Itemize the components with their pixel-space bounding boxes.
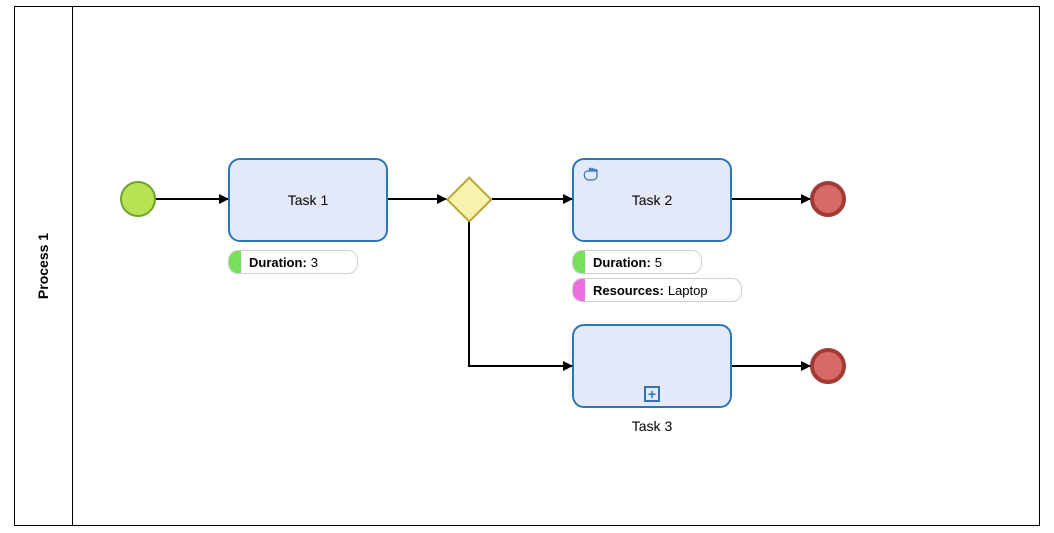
badge-val: 3 xyxy=(311,255,318,270)
badge-text: Resources: Laptop xyxy=(585,279,718,301)
task-1-label: Task 1 xyxy=(288,192,328,208)
badge-chip-resources-icon xyxy=(573,279,585,301)
badge-text: Duration: 5 xyxy=(585,251,672,273)
diagram-canvas: Process 1 Task 1 Task 2 + Task 3 Duratio… xyxy=(0,0,1054,533)
badge-key: Resources: xyxy=(593,283,664,298)
task-3[interactable]: + xyxy=(572,324,732,408)
end-event-2[interactable] xyxy=(810,348,846,384)
pool-process-1: Process 1 xyxy=(14,6,1040,526)
manual-task-icon xyxy=(582,166,600,182)
badge-key: Duration: xyxy=(249,255,307,270)
exclusive-gateway[interactable] xyxy=(446,176,492,222)
expand-subprocess-icon[interactable]: + xyxy=(644,386,660,402)
task-1-duration-badge: Duration: 3 xyxy=(228,250,358,274)
pool-title: Process 1 xyxy=(36,233,52,299)
task-3-label: Task 3 xyxy=(572,418,732,434)
task-2[interactable]: Task 2 xyxy=(572,158,732,242)
task-2-duration-badge: Duration: 5 xyxy=(572,250,702,274)
badge-val: Laptop xyxy=(668,283,708,298)
badge-text: Duration: 3 xyxy=(241,251,328,273)
task-1[interactable]: Task 1 xyxy=(228,158,388,242)
badge-chip-duration-icon xyxy=(229,251,241,273)
badge-val: 5 xyxy=(655,255,662,270)
gateway-diamond-shape xyxy=(446,176,492,222)
pool-lane-header: Process 1 xyxy=(15,7,73,525)
task-2-label: Task 2 xyxy=(632,192,672,208)
start-event[interactable] xyxy=(120,181,156,217)
end-event-1[interactable] xyxy=(810,181,846,217)
task-2-resources-badge: Resources: Laptop xyxy=(572,278,742,302)
badge-chip-duration-icon xyxy=(573,251,585,273)
badge-key: Duration: xyxy=(593,255,651,270)
